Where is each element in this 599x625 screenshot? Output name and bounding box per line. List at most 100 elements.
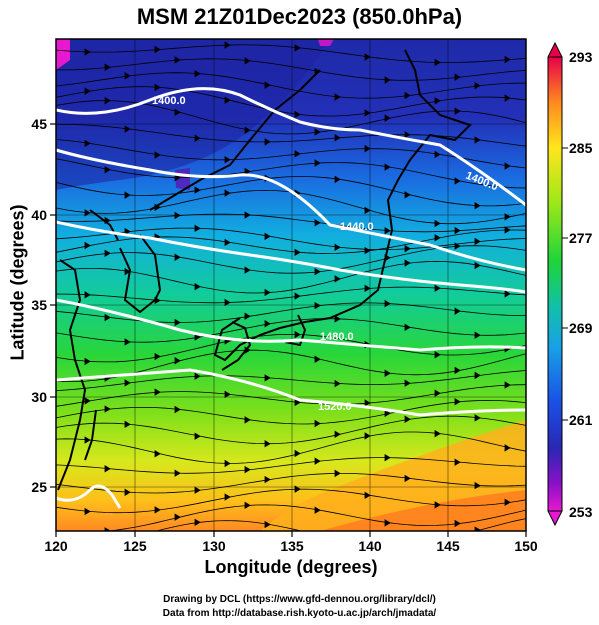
streamline-arrow <box>194 486 201 494</box>
height-contours <box>56 87 526 509</box>
streamline-arrow <box>434 219 441 228</box>
x-tick-label: 135 <box>280 538 304 554</box>
streamline-arrow <box>244 57 251 65</box>
streamline-arrow <box>454 242 461 250</box>
streamline-arrow <box>334 469 341 478</box>
streamline-arrow <box>384 76 391 84</box>
streamline-arrow <box>314 267 321 276</box>
streamline-arrow <box>454 519 461 528</box>
streamline-arrow <box>84 209 91 217</box>
streamline-arrow <box>474 371 481 380</box>
streamline-arrow <box>124 338 131 346</box>
streamline <box>56 504 526 531</box>
streamline-arrow <box>294 485 301 493</box>
streamline-arrow <box>434 97 441 105</box>
streamline-arrow <box>174 253 181 261</box>
streamline-arrow <box>314 355 321 363</box>
streamline-arrow <box>504 94 511 102</box>
streamline-arrow <box>474 331 481 339</box>
streamline-arrow <box>384 519 391 527</box>
streamline-arrow <box>194 69 201 78</box>
streamline-arrow <box>104 63 111 71</box>
streamline-arrow <box>244 501 251 510</box>
contour-label: 1400.0 <box>152 95 186 107</box>
streamline-arrow <box>364 284 371 293</box>
streamline-arrow <box>314 419 321 428</box>
streamline-arrow <box>504 55 511 64</box>
streamline-arrow <box>124 488 131 496</box>
streamline-arrow <box>334 175 341 184</box>
streamline-arrow <box>294 150 301 158</box>
streamline-arrow <box>474 136 481 144</box>
streamline-arrow <box>404 379 411 387</box>
streamline-arrow <box>174 108 181 117</box>
streamline-arrow <box>504 381 511 389</box>
streamline <box>56 100 526 135</box>
streamline-arrow <box>314 506 321 514</box>
colorbar-tick-label: 261 <box>569 412 593 428</box>
y-axis-title: Latitude (degrees) <box>7 204 28 361</box>
streamline-arrow <box>264 232 271 241</box>
streamline-arrow <box>154 352 161 361</box>
streamline-arrow <box>384 227 391 235</box>
streamline-arrow <box>154 45 161 54</box>
y-tick-label: 30 <box>31 389 47 405</box>
streamline-arrow <box>334 134 341 142</box>
credit-drawing: Drawing by DCL (https://www.gfd-dennou.o… <box>163 594 436 605</box>
streamline <box>56 58 526 81</box>
x-tick-label: 145 <box>436 538 460 554</box>
streamline-arrow <box>224 155 231 164</box>
streamline-arrow <box>174 173 181 182</box>
streamline <box>56 431 526 464</box>
streamline <box>56 158 526 189</box>
streamline-arrow <box>334 430 341 438</box>
streamline-arrow <box>454 307 461 315</box>
streamline <box>56 457 526 474</box>
streamline-arrow <box>504 162 511 170</box>
streamline-arrow <box>154 450 161 458</box>
streamline-arrow <box>124 379 131 387</box>
streamline-arrow <box>384 409 391 418</box>
streamline-arrow <box>474 81 481 90</box>
streamline-arrow <box>194 282 201 291</box>
streamline <box>56 139 526 169</box>
streamline <box>56 44 526 63</box>
streamline-arrow <box>364 206 371 215</box>
streamline-arrow <box>404 474 411 483</box>
streamline-arrow <box>314 219 321 227</box>
x-tick-label: 150 <box>514 538 538 554</box>
streamline-arrow <box>334 243 341 252</box>
streamline-arrow <box>174 513 181 521</box>
streamline-arrow <box>454 107 461 115</box>
streamline-arrow <box>364 491 371 500</box>
streamline <box>56 213 526 233</box>
streamline <box>56 86 526 117</box>
streamline-arrow <box>454 366 461 375</box>
streamline-arrow <box>194 134 201 142</box>
streamline-arrow <box>104 249 111 257</box>
axis-ticks <box>50 123 527 537</box>
streamline-arrow <box>264 520 271 529</box>
streamline-arrow <box>124 267 131 276</box>
streamline <box>56 245 526 274</box>
streamline-arrow <box>124 191 131 199</box>
streamline-arrow <box>224 298 231 307</box>
streamline-arrow <box>194 518 201 527</box>
streamline-arrow <box>364 432 371 440</box>
streamline-arrow <box>84 87 91 95</box>
plot-frame <box>55 38 527 532</box>
streamline-arrow <box>104 405 111 413</box>
streamline-arrow <box>504 213 511 221</box>
colorbar <box>547 41 568 527</box>
streamline-arrow <box>224 459 231 468</box>
streamline <box>56 399 526 425</box>
y-tick-label: 40 <box>31 207 47 223</box>
streamline-arrow <box>405 541 410 547</box>
streamline-arrow <box>294 330 301 339</box>
streamline-arrow <box>434 284 441 292</box>
streamline <box>56 302 526 323</box>
x-tick-label: 125 <box>123 538 147 554</box>
streamline-arrow <box>294 398 301 407</box>
streamline-arrow <box>244 465 251 474</box>
streamline-arrow <box>224 189 231 197</box>
